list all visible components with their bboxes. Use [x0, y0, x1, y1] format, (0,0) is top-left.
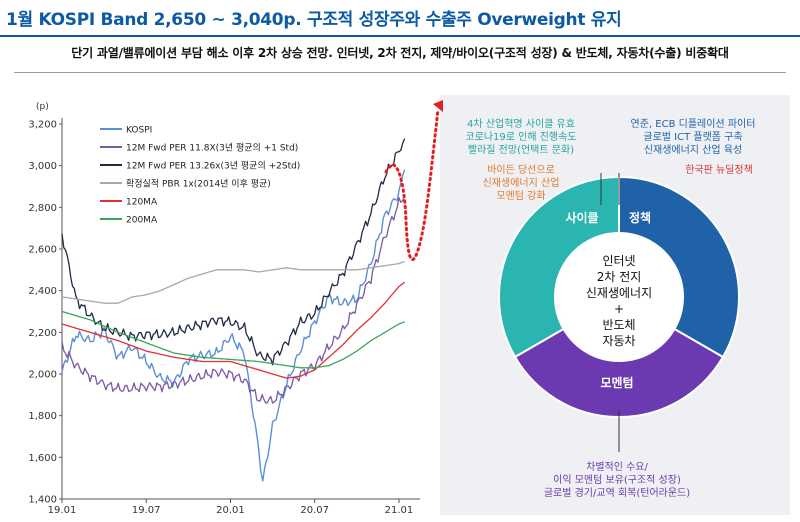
donut-center-line-2: 신재생에너지 — [586, 286, 652, 300]
donut-segment-0 — [498, 175, 620, 359]
donut-center-line-0: 인터넷 — [602, 254, 635, 268]
title-divider — [0, 35, 800, 37]
momentum-bottom-line-1: 이익 모멘텀 보유(구조적 성장) — [553, 474, 681, 486]
cycle-top-line-0: 4차 산업혁명 사이클 유효 — [467, 117, 575, 130]
donut-center — [556, 234, 682, 360]
policy-top-line-0: 연준, ECB 디플레이션 파이터 — [631, 118, 756, 130]
y-tick-label: 2,400 — [28, 286, 57, 297]
x-tick-label: 20.01 — [216, 505, 245, 516]
cycle-bottom-line-2: 모멘텀 강화 — [496, 190, 545, 202]
y-tick-label: 3,000 — [28, 161, 57, 172]
cycle-top-line-2: 빨라질 전망(언택트 문화) — [468, 144, 574, 156]
y-tick-label: 2,800 — [28, 203, 57, 214]
y-tick-label: 1,400 — [28, 495, 57, 506]
legend-entry-2: 12M Fwd PER 13.26x(3년 평균의 +2Std) — [126, 161, 300, 172]
forecast-arrowhead — [433, 100, 443, 112]
series-line-4 — [61, 281, 405, 379]
momentum-bottom-line-0: 차별적인 수요/ — [586, 461, 648, 473]
momentum-bottom-line-2: 글로벌 경기/교역 회복(턴어라운드) — [544, 486, 690, 499]
policy-top-line-2: 신재생에너지 산업 육성 — [644, 143, 742, 156]
cycle-bottom-line-0: 바이든 당선으로 — [487, 164, 555, 176]
y-tick-label: 2,200 — [28, 328, 57, 339]
series-line-3 — [61, 260, 405, 304]
donut-segment-label-2: 모멘텀 — [600, 375, 633, 390]
legend-entry-5: 200MA — [126, 216, 158, 226]
y-tick-label: 1,600 — [28, 453, 57, 464]
page-title: 1월 KOSPI Band 2,650 ~ 3,040p. 구조적 성장주와 수… — [6, 10, 622, 30]
x-tick-label: 20.07 — [300, 505, 329, 516]
legend-entry-4: 120MA — [126, 198, 158, 208]
y-tick-label: 1,800 — [28, 411, 57, 422]
donut-center-line-3: + — [614, 302, 624, 316]
policy-bottom-line-0: 한국판 뉴딜정책 — [685, 164, 753, 176]
donut-segment-label-1: 정책 — [629, 210, 651, 225]
chart-series-lines — [61, 138, 406, 482]
donut-segment-1 — [618, 175, 740, 359]
cycle-bottom-line-1: 신재생에너지 산업 — [483, 176, 560, 189]
x-tick-label: 19.01 — [48, 505, 77, 516]
chart-legend: KOSPI 12M Fwd PER 11.8X(3년 평균의 +1 Std) 12M… — [100, 126, 300, 226]
donut-segment-label-0: 사이클 — [565, 210, 598, 225]
y-tick-label: 2,600 — [28, 245, 57, 256]
series-line-5 — [61, 310, 405, 369]
policy-top-line-1: 글로벌 ICT 플랫폼 구축 — [643, 131, 742, 143]
y-tick-label: 3,200 — [28, 120, 57, 131]
series-line-1 — [61, 194, 406, 404]
chart-axes: (p) 1,400 1,600 1,800 2,000 2,200 2,400 2,600 2,… — [28, 102, 420, 516]
x-tick-label: 21.01 — [385, 505, 414, 516]
subtitle-divider — [14, 72, 786, 73]
page-subtitle: 단기 과열/밸류에이션 부담 해소 이후 2차 상승 전망. 인터넷, 2차 전… — [71, 46, 729, 60]
forecast-dotted-arrow — [384, 108, 440, 262]
donut-center-line-1: 2차 전지 — [597, 270, 642, 284]
donut-center-line-5: 자동차 — [602, 334, 635, 348]
legend-entry-1: 12M Fwd PER 11.8X(3년 평균의 +1 Std) — [126, 143, 298, 154]
legend-entry-3: 확정실적 PBR 1x(2014년 이후 평균) — [126, 178, 271, 190]
y-unit-label: (p) — [36, 102, 49, 112]
y-tick-label: 2,000 — [28, 370, 57, 381]
cycle-top-line-1: 코로나19로 인해 진행속도 — [465, 130, 576, 143]
donut-segment-2 — [513, 327, 725, 418]
x-tick-label: 19.07 — [132, 505, 161, 516]
series-line-2 — [61, 138, 406, 366]
legend-entry-0: KOSPI — [126, 126, 152, 136]
donut-center-line-4: 반도체 — [602, 318, 635, 332]
series-line-0 — [61, 169, 406, 482]
